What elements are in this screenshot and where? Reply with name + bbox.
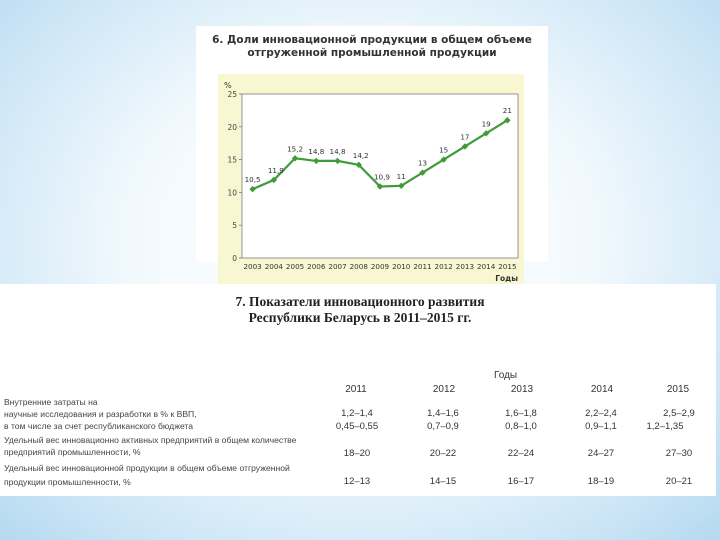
row-label-7: продукции промышленности, % <box>4 477 131 487</box>
data-point <box>461 143 469 150</box>
table-cell: 0,7–0,9 <box>427 421 459 432</box>
table-cell: 2,5–2,9 <box>663 408 695 419</box>
table-title: 7. Показатели инновационного развития Ре… <box>210 294 510 326</box>
data-label: 11,9 <box>268 166 284 175</box>
x-tick-label: 2004 <box>265 262 284 271</box>
data-label: 13 <box>418 159 427 168</box>
row-label-5: предприятий промышленности, % <box>4 447 141 457</box>
y-tick-label: 10 <box>227 188 237 197</box>
y-tick-label: 20 <box>227 123 237 132</box>
table-cell: 16–17 <box>507 476 535 487</box>
x-tick-label: 2014 <box>477 262 496 271</box>
data-label: 14,8 <box>308 147 324 156</box>
data-point <box>355 161 362 169</box>
chart-title-line-1: 6. Доли инновационной продукции в общем … <box>212 34 532 46</box>
data-label: 17 <box>460 132 469 141</box>
table-cell: 22–24 <box>507 448 535 459</box>
table-cell: 18–19 <box>587 476 615 487</box>
data-point <box>270 176 278 184</box>
table-cell: 1,2–1,35 <box>646 421 684 432</box>
data-label: 10,9 <box>374 172 390 181</box>
table-panel: 7. Показатели инновационного развития Ре… <box>0 284 716 496</box>
table-title-line-2: Республики Беларусь в 2011–2015 гг. <box>248 310 472 325</box>
data-point <box>313 157 320 165</box>
year-header-2012: 2012 <box>432 384 456 395</box>
y-tick-label: 15 <box>227 156 237 165</box>
data-point <box>482 130 490 137</box>
year-header-2014: 2014 <box>590 384 614 395</box>
data-point <box>419 169 426 176</box>
x-axis-label: Годы <box>495 274 518 283</box>
table-cell: 1,4–1,6 <box>427 408 459 419</box>
year-header-2011: 2011 <box>345 384 367 395</box>
x-tick-label: 2011 <box>413 262 431 271</box>
chart-panel: 6. Доли инновационной продукции в общем … <box>196 26 548 284</box>
x-tick-label: 2006 <box>307 262 326 271</box>
row-label-3: в том числе за счет республиканского бюд… <box>4 421 194 431</box>
row-label-6: Удельный вес инновационной продукции в о… <box>4 463 290 473</box>
y-tick-label: 0 <box>232 254 237 263</box>
x-tick-label: 2012 <box>435 262 453 271</box>
table-cell: 0,45–0,55 <box>335 421 379 432</box>
x-tick-label: 2013 <box>456 262 474 271</box>
table-cell: 24–27 <box>587 448 615 459</box>
table-cell: 1,2–1,4 <box>341 408 373 419</box>
data-label: 14,8 <box>330 147 346 156</box>
data-point <box>376 183 384 190</box>
chart-title-line-2: отгруженной промышленной продукции <box>247 47 497 59</box>
data-label: 15 <box>439 146 448 155</box>
years-caption: Годы <box>494 370 518 381</box>
data-label: 14,2 <box>353 151 369 160</box>
data-label: 19 <box>482 119 492 128</box>
data-point <box>334 157 341 165</box>
data-point <box>398 182 405 190</box>
data-label: 15,2 <box>287 144 303 153</box>
table-cell: 2,2–2,4 <box>585 408 617 419</box>
table-cell: 20–22 <box>429 448 457 459</box>
table-title-line-1: 7. Показатели инновационного развития <box>235 294 485 309</box>
x-tick-label: 2015 <box>498 262 516 271</box>
table-cell: 18–20 <box>343 448 371 459</box>
x-tick-label: 2009 <box>371 262 390 271</box>
table-cell: 1,6–1,8 <box>505 408 537 419</box>
table-cell: 0,9–1,1 <box>585 421 617 432</box>
y-tick-label: 5 <box>232 221 237 230</box>
row-label-4: Удельный вес инновационно активных предп… <box>4 435 297 445</box>
x-tick-label: 2008 <box>350 262 369 271</box>
plot-area <box>241 93 519 259</box>
table-cell: 14–15 <box>429 476 457 487</box>
table-cell: 0,8–1,0 <box>505 421 537 432</box>
x-tick-label: 2010 <box>392 262 411 271</box>
chart-area: % 0 5 10 15 20 25 2003 2004 2005 2006 2007 2008 2009 2… <box>218 74 524 284</box>
row-label-1: Внутренние затраты на <box>4 397 98 407</box>
row-label-2: научные исследования и разработки в % к … <box>4 409 197 419</box>
year-header-2015: 2015 <box>666 384 690 395</box>
data-point <box>504 117 511 124</box>
data-label: 21 <box>503 106 512 115</box>
x-tick-label: 2005 <box>286 262 304 271</box>
y-axis-label: % <box>224 81 232 90</box>
data-label: 10,5 <box>245 175 261 184</box>
y-tick-label: 25 <box>227 90 237 99</box>
data-point <box>291 155 299 162</box>
x-tick-label: 2003 <box>243 262 261 271</box>
table-cell: 27–30 <box>665 448 693 459</box>
x-tick-label: 2007 <box>328 262 346 271</box>
data-point <box>440 156 447 163</box>
data-label: 11 <box>397 172 406 181</box>
chart-title: 6. Доли инновационной продукции в общем … <box>196 34 548 60</box>
table-cell: 20–21 <box>665 476 693 487</box>
year-header-2013: 2013 <box>510 384 534 395</box>
table-cell: 12–13 <box>343 476 371 487</box>
